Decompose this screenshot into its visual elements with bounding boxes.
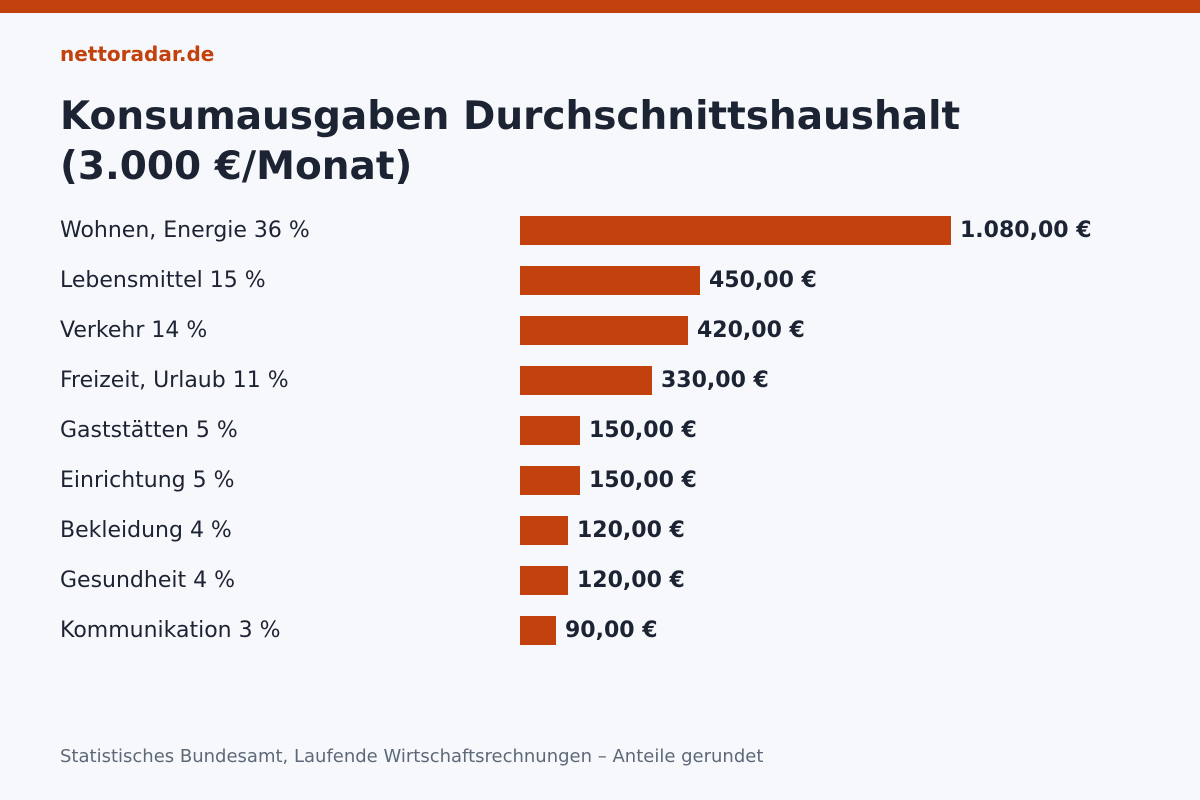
category-label: Freizeit, Urlaub 11 %	[60, 368, 289, 393]
category-label: Lebensmittel 15 %	[60, 268, 266, 293]
category-label: Bekleidung 4 %	[60, 518, 232, 543]
value-label: 150,00 €	[589, 418, 697, 443]
bar	[520, 216, 951, 245]
bar	[520, 366, 652, 395]
brand-name[interactable]: nettoradar.de	[60, 42, 215, 66]
category-label: Einrichtung 5 %	[60, 468, 235, 493]
category-label: Wohnen, Energie 36 %	[60, 218, 310, 243]
category-label: Verkehr 14 %	[60, 318, 208, 343]
value-label: 120,00 €	[577, 568, 685, 593]
bar	[520, 316, 688, 345]
top-accent-bar	[0, 0, 1200, 13]
bar	[520, 616, 556, 645]
bar	[520, 466, 580, 495]
bar	[520, 416, 580, 445]
category-label: Gesundheit 4 %	[60, 568, 236, 593]
value-label: 420,00 €	[697, 318, 805, 343]
chart-title: Konsumausgaben Durchschnittshaushalt (3.…	[60, 92, 1140, 192]
value-label: 1.080,00 €	[960, 218, 1092, 243]
value-label: 120,00 €	[577, 518, 685, 543]
value-label: 150,00 €	[589, 468, 697, 493]
value-label: 90,00 €	[565, 618, 658, 643]
bar	[520, 266, 700, 295]
category-label: Kommunikation 3 %	[60, 618, 281, 643]
category-label: Gaststätten 5 %	[60, 418, 238, 443]
chart-title-line-1: Konsumausgaben Durchschnittshaushalt	[60, 94, 961, 139]
value-label: 330,00 €	[661, 368, 769, 393]
chart-title-line-2: (3.000 €/Monat)	[60, 144, 413, 189]
bar	[520, 566, 568, 595]
value-label: 450,00 €	[709, 268, 817, 293]
source-note: Statistisches Bundesamt, Laufende Wirtsc…	[60, 746, 764, 767]
bar	[520, 516, 568, 545]
